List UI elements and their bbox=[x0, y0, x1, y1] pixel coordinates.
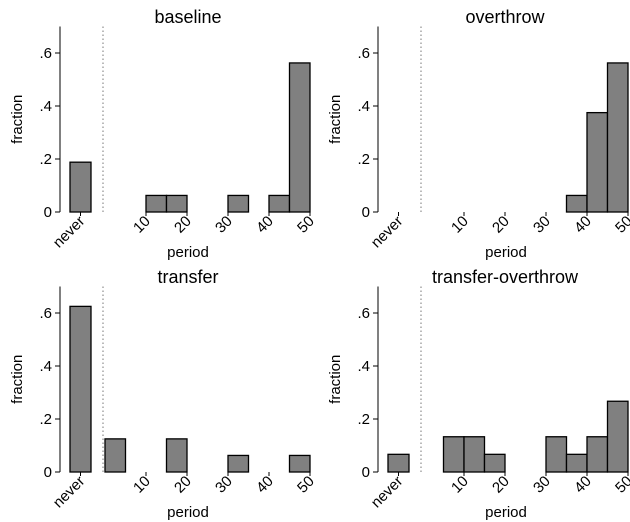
x-axis-label: period bbox=[167, 504, 209, 521]
histogram-bar bbox=[288, 454, 311, 473]
histogram-bar bbox=[606, 62, 629, 213]
histogram-bar bbox=[545, 436, 568, 473]
histogram-bar bbox=[288, 62, 311, 213]
panel-1: baseline 0 .2 .4 .6 fraction never 10 20 30 40 50 pe… bbox=[9, 7, 318, 261]
y-tick-label: .4 bbox=[39, 358, 52, 375]
x-tick-label: 40 bbox=[571, 213, 595, 237]
y-tick-label: 0 bbox=[362, 204, 370, 221]
histogram-bar bbox=[442, 436, 465, 473]
histogram-bar bbox=[104, 438, 127, 473]
x-tick-label: 20 bbox=[171, 473, 195, 497]
y-tick-label: .6 bbox=[39, 45, 52, 62]
histogram-bar bbox=[483, 453, 506, 473]
x-tick-label: 50 bbox=[612, 473, 630, 497]
x-tick-label: 40 bbox=[253, 213, 277, 237]
histogram-bar bbox=[69, 305, 92, 473]
panel-3: transfer 0 .2 .4 .6 fraction never 10 20 30 40 50 pe… bbox=[9, 267, 318, 521]
histogram-bar bbox=[565, 453, 588, 473]
histogram-bar bbox=[268, 194, 291, 213]
panel-title: overthrow bbox=[465, 7, 545, 27]
y-axis-label: fraction bbox=[9, 95, 26, 144]
x-tick-label: 50 bbox=[294, 213, 318, 237]
x-axis-label: period bbox=[485, 504, 527, 521]
panel-4: transfer-overthrow 0 .2 .4 .6 fraction never 10… bbox=[327, 267, 630, 521]
histogram-bar bbox=[586, 436, 609, 473]
x-tick-label: 10 bbox=[448, 473, 472, 497]
x-tick-label: never bbox=[368, 213, 407, 252]
x-tick-label: 10 bbox=[130, 213, 154, 237]
y-tick-label: 0 bbox=[44, 464, 52, 481]
x-tick-label: 20 bbox=[489, 213, 513, 237]
histogram-bar bbox=[586, 111, 609, 213]
y-axis-label: fraction bbox=[327, 95, 344, 144]
x-tick-label: 10 bbox=[130, 473, 154, 497]
y-tick-label: .2 bbox=[357, 411, 370, 428]
x-tick-label: 50 bbox=[612, 213, 630, 237]
x-tick-label: 50 bbox=[294, 473, 318, 497]
x-tick-label: 30 bbox=[212, 473, 236, 497]
histogram-bar bbox=[227, 454, 250, 473]
histogram-bar bbox=[565, 194, 588, 213]
x-tick-label: 30 bbox=[530, 213, 554, 237]
y-tick-label: .4 bbox=[357, 358, 370, 375]
y-tick-label: .2 bbox=[39, 411, 52, 428]
x-tick-label: 40 bbox=[571, 473, 595, 497]
x-axis-label: period bbox=[485, 244, 527, 261]
y-tick-label: .6 bbox=[357, 45, 370, 62]
x-tick-label: never bbox=[50, 473, 89, 512]
panel-title: transfer-overthrow bbox=[432, 267, 579, 287]
panel-title: transfer bbox=[157, 267, 218, 287]
histogram-bar bbox=[165, 194, 188, 213]
y-tick-label: 0 bbox=[362, 464, 370, 481]
histogram-bar bbox=[145, 194, 168, 213]
x-axis-label: period bbox=[167, 244, 209, 261]
y-tick-label: .6 bbox=[39, 305, 52, 322]
histogram-bar bbox=[387, 453, 410, 473]
histogram-bar bbox=[165, 438, 188, 473]
histogram-bar bbox=[606, 400, 629, 473]
panel-2: overthrow 0 .2 .4 .6 fraction never 10 20 30 40 50 p… bbox=[327, 7, 630, 261]
x-tick-label: never bbox=[368, 473, 407, 512]
y-tick-label: .2 bbox=[357, 151, 370, 168]
x-tick-label: 20 bbox=[489, 473, 513, 497]
x-tick-label: 10 bbox=[448, 213, 472, 237]
y-tick-label: .4 bbox=[39, 98, 52, 115]
y-tick-label: .4 bbox=[357, 98, 370, 115]
histogram-bar bbox=[69, 161, 92, 213]
x-tick-label: never bbox=[50, 213, 89, 252]
y-tick-label: 0 bbox=[44, 204, 52, 221]
histogram-bar bbox=[227, 194, 250, 213]
y-tick-label: .2 bbox=[39, 151, 52, 168]
x-tick-label: 30 bbox=[530, 473, 554, 497]
histogram-bar bbox=[463, 436, 486, 473]
x-tick-label: 40 bbox=[253, 473, 277, 497]
y-tick-label: .6 bbox=[357, 305, 370, 322]
y-axis-label: fraction bbox=[327, 355, 344, 404]
y-axis-label: fraction bbox=[9, 355, 26, 404]
x-tick-label: 20 bbox=[171, 213, 195, 237]
panel-title: baseline bbox=[154, 7, 221, 27]
x-tick-label: 30 bbox=[212, 213, 236, 237]
